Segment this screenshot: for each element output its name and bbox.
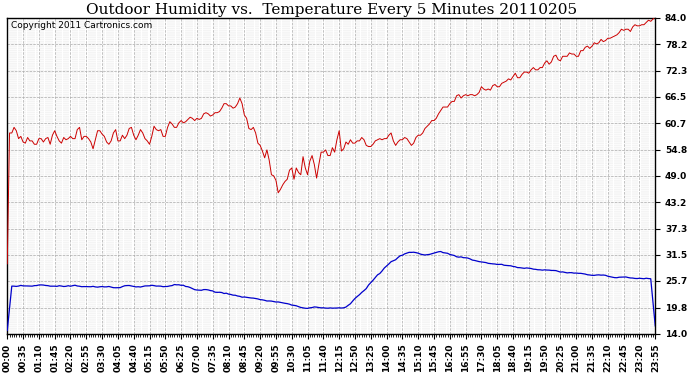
Title: Outdoor Humidity vs.  Temperature Every 5 Minutes 20110205: Outdoor Humidity vs. Temperature Every 5… (86, 3, 577, 17)
Text: Copyright 2011 Cartronics.com: Copyright 2011 Cartronics.com (10, 21, 152, 30)
